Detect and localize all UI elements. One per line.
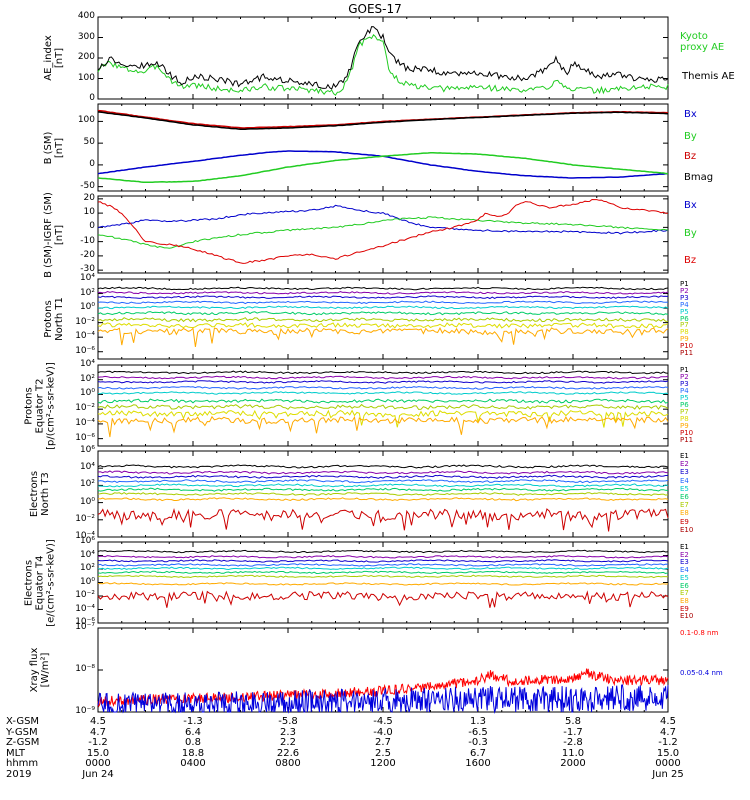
- series-line-e2: [97, 555, 669, 559]
- series-line-kyoto-proxy-ae: [97, 33, 669, 96]
- panel-3: [97, 195, 669, 274]
- series-line-e5: [98, 566, 669, 571]
- panel-7: [97, 541, 669, 624]
- series-line-e9: [97, 590, 669, 608]
- panel-5: [97, 364, 669, 447]
- panel-1: [97, 16, 669, 100]
- series-line-bx: [97, 204, 669, 235]
- series-line-e1: [97, 549, 669, 554]
- series-line-p1: [97, 286, 669, 291]
- series-line-e9: [97, 507, 669, 532]
- series-line-p7: [97, 403, 669, 410]
- series-line-p1: [97, 370, 669, 375]
- series-line-p5: [97, 391, 669, 395]
- series-line-e4: [97, 563, 669, 567]
- panel-frame: [97, 278, 669, 360]
- series-line-e6: [97, 487, 669, 492]
- series-line-e3: [97, 474, 668, 479]
- series-line-p2: [97, 290, 669, 295]
- series-line-p3: [97, 295, 669, 300]
- series-line-e1: [97, 464, 669, 469]
- series-line-p5: [97, 305, 669, 310]
- panel-6: [97, 450, 669, 538]
- series-line-e8: [97, 582, 669, 586]
- series-line-p8: [97, 409, 669, 428]
- series-line-p6: [97, 311, 669, 316]
- series-line-e2: [97, 470, 669, 475]
- series-line-p2: [97, 375, 669, 380]
- series-line-e6: [97, 570, 669, 575]
- series-line-p9: [97, 327, 669, 347]
- series-line-p7: [97, 317, 669, 323]
- series-line-bmag: [97, 111, 669, 131]
- series-line-0-1-0-8-nm: [97, 668, 669, 708]
- panel-frame: [97, 195, 669, 274]
- panel-8: [97, 627, 669, 714]
- series-line-e7: [97, 574, 669, 579]
- series-line-by: [97, 151, 669, 184]
- series-line-e5: [97, 483, 669, 488]
- series-line-p3: [97, 380, 669, 384]
- series-line-bz: [97, 198, 668, 264]
- series-line-p8: [97, 322, 669, 329]
- series-line-e7: [97, 492, 669, 496]
- series-line-e8: [97, 497, 669, 502]
- series-line-e3: [97, 559, 669, 563]
- series-line-0-05-0-4-nm: [97, 684, 669, 714]
- series-line-by: [97, 216, 669, 249]
- series-line-p4: [97, 386, 669, 390]
- series-line-p6: [97, 398, 669, 404]
- series-line-e4: [97, 479, 669, 484]
- panel-frame: [97, 16, 669, 100]
- series-line-p9: [97, 415, 669, 438]
- panel-2: [97, 103, 669, 192]
- series-line-bx: [97, 150, 669, 179]
- series-line-p4: [97, 300, 669, 305]
- panel-frame: [97, 541, 669, 624]
- panel-4: [97, 278, 669, 360]
- series-line-themis-ae: [97, 26, 669, 90]
